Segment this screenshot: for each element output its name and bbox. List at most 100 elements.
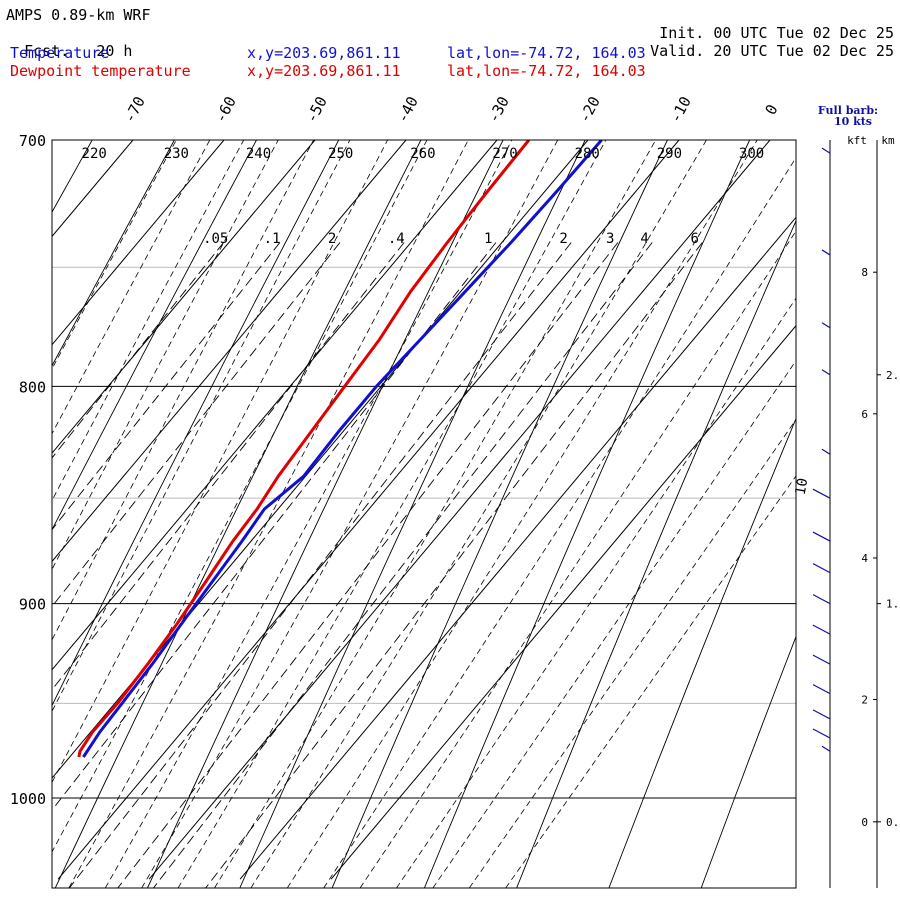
temperature-tick-label: -60 <box>211 93 240 125</box>
dry-adiabat <box>52 140 175 367</box>
isotherm <box>57 140 680 880</box>
isotherm <box>52 140 498 671</box>
moist-adiabat <box>104 140 513 888</box>
mixing-ratio-label: 1 <box>484 231 492 247</box>
init-value: 00 UTC Tue 02 Dec 25 <box>713 24 894 42</box>
moist-adiabat <box>396 297 796 888</box>
kft-label: kft <box>847 134 867 147</box>
model-title: AMPS 0.89-km WRF <box>6 6 151 24</box>
wind-speed-label: 10 <box>793 477 812 496</box>
wind-barb <box>812 624 831 635</box>
theta-label: 280 <box>575 146 600 162</box>
forecast-label: Fcst. 20 h <box>6 24 132 60</box>
moist-adiabat <box>52 140 428 853</box>
moist-adiabat <box>286 140 758 888</box>
km-label: km <box>881 134 895 147</box>
isotherm <box>52 140 225 346</box>
isotherm <box>148 140 771 880</box>
theta-label: 260 <box>410 146 435 162</box>
kft-tick-label: 0 <box>861 816 868 829</box>
moist-adiabat <box>52 140 245 502</box>
isotherm <box>52 140 316 454</box>
kft-tick-label: 8 <box>861 266 868 279</box>
mixing-ratio-line <box>52 242 497 811</box>
dry-adiabat <box>52 140 93 213</box>
km-tick-label: 0. <box>886 816 899 829</box>
dewpoint-profile <box>77 140 531 758</box>
mixing-ratio-label: 4 <box>640 231 648 247</box>
profiles <box>77 140 603 758</box>
wind-barb <box>812 594 831 605</box>
valid-label: Valid. <box>650 42 705 60</box>
moist-adiabat <box>177 140 607 888</box>
mixing-ratio-line <box>152 242 653 888</box>
isotherm <box>0 140 42 879</box>
mixing-ratio-line <box>52 242 341 608</box>
mixing-ratio-label: 2 <box>328 231 336 247</box>
theta-label: 240 <box>246 146 271 162</box>
isotherm <box>330 324 796 880</box>
temperature-tick-label: -40 <box>393 93 422 125</box>
mixing-ratio-label: 6 <box>691 231 699 247</box>
mixing-ratio-label: .4 <box>388 231 405 247</box>
barb-key-title: Full barb: <box>818 104 878 117</box>
kft-tick-label: 2 <box>861 693 868 706</box>
forecast-hours: 20 h <box>96 42 133 60</box>
moist-adiabat <box>250 140 707 888</box>
moist-adiabat <box>52 140 279 571</box>
theta-label: 290 <box>657 146 682 162</box>
temperature-tick-label: 0 <box>762 101 782 117</box>
mixing-ratio-label: 3 <box>606 231 614 247</box>
dry-adiabat <box>239 140 586 888</box>
mixing-ratio-line <box>52 242 405 691</box>
temperature-tick-label: -20 <box>575 93 604 125</box>
wind-barb <box>821 448 831 455</box>
wind-barb <box>812 684 831 695</box>
wind-barb <box>812 488 831 499</box>
wind-barb <box>821 249 831 256</box>
theta-label: 230 <box>164 146 189 162</box>
dry-adiabat <box>700 635 796 888</box>
moist-adiabat <box>52 140 351 713</box>
moist-adiabat <box>468 418 796 888</box>
dry-adiabat <box>0 0 105 900</box>
height-axis: kft km 8 6 4 2 0 2. 1. 0. <box>847 134 899 888</box>
isotherm <box>52 140 407 563</box>
pressure-tick-label: 1000 <box>10 790 46 808</box>
dewpoint-latlon: lat,lon=-74.72, 164.03 <box>447 62 646 80</box>
pressure-tick-label: 900 <box>19 596 46 614</box>
isotherm <box>52 140 589 779</box>
pressure-tick-label: 800 <box>19 378 46 396</box>
theta-label: 270 <box>492 146 517 162</box>
temperature-tick-label: -70 <box>120 93 149 125</box>
wind-barb <box>821 322 831 329</box>
dewpoint-xy: x,y=203.69,861.11 <box>247 62 401 80</box>
moist-adiabat <box>214 140 657 888</box>
wind-barb <box>812 728 831 739</box>
temperature-xy: x,y=203.69,861.11 <box>247 44 401 62</box>
moist-adiabat <box>68 140 469 888</box>
wind-barb <box>821 147 831 154</box>
dry-adiabat <box>52 140 340 707</box>
moist-adiabat <box>141 140 559 888</box>
barb-key-subtitle: 10 kts <box>834 115 872 128</box>
forecast-label-text: Fcst. <box>24 42 70 60</box>
wind-barb <box>821 745 831 752</box>
km-tick-label: 1. <box>886 598 899 611</box>
wind-barb <box>812 563 831 574</box>
valid-value: 20 UTC Tue 02 Dec 25 <box>713 42 894 60</box>
dry-adiabat <box>52 140 258 531</box>
dry-adiabat <box>54 140 422 888</box>
moist-adiabat <box>432 359 796 888</box>
wind-barb <box>812 709 831 720</box>
dry-adiabat <box>516 219 796 888</box>
kft-tick-label: 4 <box>861 552 868 565</box>
init-time: Init. 00 UTC Tue 02 Dec 25 <box>641 6 894 42</box>
mixing-ratio-line <box>117 242 619 888</box>
wind-barb <box>812 654 831 665</box>
theta-label: 250 <box>328 146 353 162</box>
km-tick-label: 2. <box>886 369 899 382</box>
isotherm <box>52 140 134 238</box>
temperature-latlon: lat,lon=-74.72, 164.03 <box>447 44 646 62</box>
